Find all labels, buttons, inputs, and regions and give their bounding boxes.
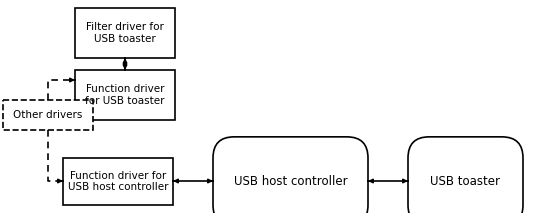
Bar	[75, 8, 175, 58]
Text: Function driver for
USB host controller: Function driver for USB host controller	[68, 171, 168, 192]
Bar	[63, 158, 173, 205]
Text: USB toaster: USB toaster	[431, 175, 501, 188]
Text: USB host controller: USB host controller	[233, 175, 348, 188]
Text: Function driver
for USB toaster: Function driver for USB toaster	[85, 84, 165, 106]
Bar	[3, 100, 93, 130]
FancyBboxPatch shape	[213, 137, 368, 213]
Text: Other drivers: Other drivers	[14, 110, 83, 120]
Bar	[75, 70, 175, 120]
Text: Filter driver for
USB toaster: Filter driver for USB toaster	[86, 22, 164, 44]
FancyBboxPatch shape	[408, 137, 523, 213]
